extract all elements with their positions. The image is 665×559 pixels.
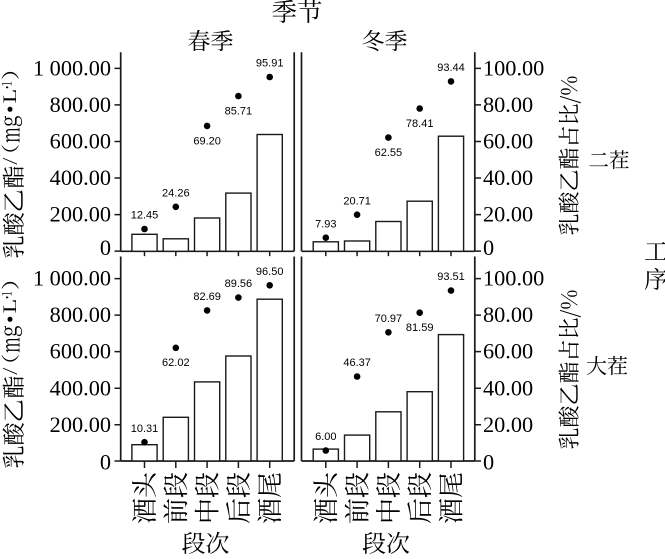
svg-text:200.00: 200.00 (50, 412, 111, 437)
svg-text:78.41: 78.41 (406, 118, 434, 130)
svg-text:93.51: 93.51 (437, 271, 465, 283)
svg-text:81.59: 81.59 (406, 322, 434, 334)
svg-text:60.00: 60.00 (483, 339, 533, 364)
svg-text:46.37: 46.37 (343, 357, 371, 369)
svg-text:7.93: 7.93 (315, 218, 336, 230)
svg-text:12.45: 12.45 (131, 210, 159, 222)
svg-text:0: 0 (483, 235, 494, 260)
svg-text:69.20: 69.20 (193, 135, 221, 147)
svg-text:60.00: 60.00 (483, 129, 533, 154)
svg-text:1 000.00: 1 000.00 (33, 56, 111, 81)
svg-text:24.26: 24.26 (162, 187, 190, 199)
svg-text:40.00: 40.00 (483, 165, 533, 190)
svg-text:6.00: 6.00 (315, 431, 336, 443)
svg-text:82.69: 82.69 (193, 291, 221, 303)
svg-text:62.02: 62.02 (162, 357, 190, 369)
svg-text:800.00: 800.00 (50, 302, 111, 327)
svg-text:10.31: 10.31 (131, 423, 159, 435)
svg-text:93.44: 93.44 (437, 62, 465, 74)
svg-text:1 000.00: 1 000.00 (33, 266, 111, 291)
svg-text:800.00: 800.00 (50, 92, 111, 117)
svg-text:400.00: 400.00 (50, 375, 111, 400)
svg-text:85.71: 85.71 (225, 106, 253, 118)
svg-text:200.00: 200.00 (50, 202, 111, 227)
svg-text:40.00: 40.00 (483, 375, 533, 400)
svg-text:0: 0 (100, 235, 111, 260)
svg-text:100.00: 100.00 (483, 266, 544, 291)
svg-text:0: 0 (100, 450, 111, 475)
svg-text:89.56: 89.56 (225, 278, 253, 290)
svg-text:96.50: 96.50 (256, 266, 284, 278)
svg-text:100.00: 100.00 (483, 56, 544, 81)
svg-text:70.97: 70.97 (375, 313, 403, 325)
svg-text:400.00: 400.00 (50, 165, 111, 190)
svg-text:95.91: 95.91 (256, 58, 284, 70)
svg-text:0: 0 (483, 450, 494, 475)
svg-text:62.55: 62.55 (375, 147, 403, 159)
svg-text:20.71: 20.71 (343, 195, 371, 207)
svg-text:80.00: 80.00 (483, 302, 533, 327)
svg-text:20.00: 20.00 (483, 202, 533, 227)
svg-text:600.00: 600.00 (50, 339, 111, 364)
svg-text:20.00: 20.00 (483, 412, 533, 437)
svg-text:600.00: 600.00 (50, 129, 111, 154)
svg-text:80.00: 80.00 (483, 92, 533, 117)
